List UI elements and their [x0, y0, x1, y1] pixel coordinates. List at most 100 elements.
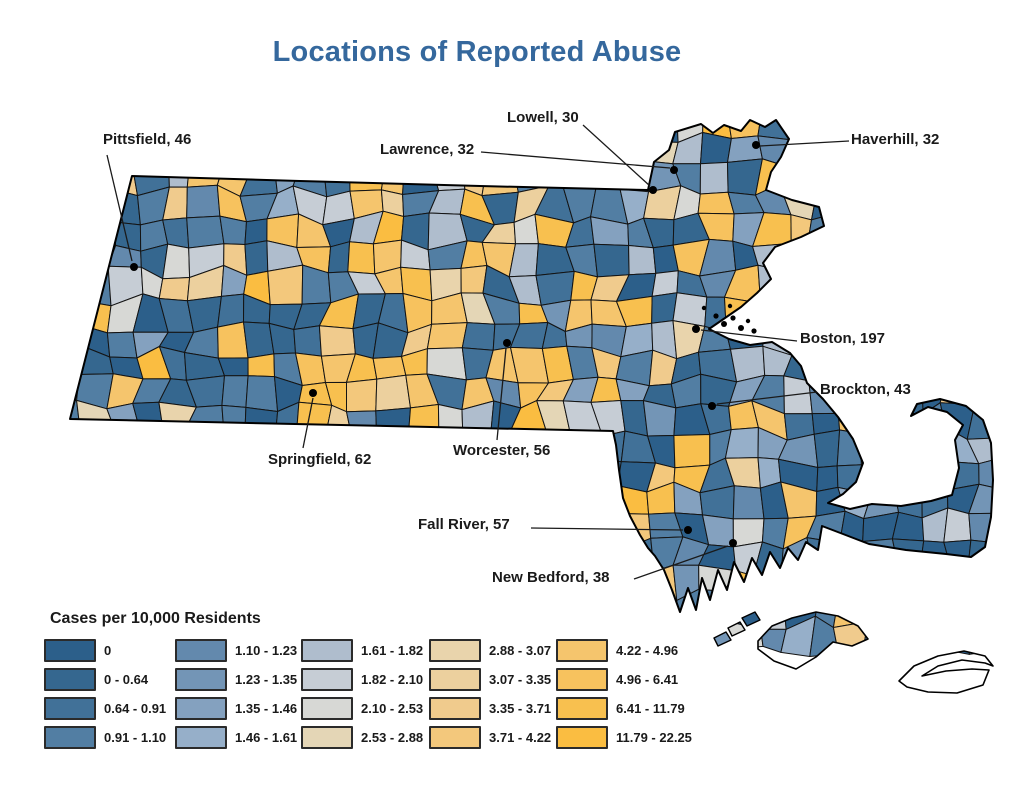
- map-cell: [70, 431, 82, 465]
- map-cell: [948, 183, 979, 225]
- map-cell: [244, 218, 268, 245]
- map-cell: [79, 431, 118, 465]
- map-cell: [271, 537, 306, 575]
- boston-harbor-islands: [701, 303, 757, 334]
- leader-line-newbedford: [633, 545, 729, 580]
- city-label-springfield: Springfield, 62: [268, 451, 372, 468]
- map-cell: [943, 507, 972, 543]
- map-cell: [700, 132, 732, 165]
- map-cell: [322, 157, 351, 198]
- map-cell: [70, 481, 83, 522]
- map-cell: [967, 539, 993, 574]
- map-cell: [805, 267, 838, 307]
- map-cell: [78, 544, 106, 572]
- map-cell: [428, 536, 465, 575]
- map-cell: [789, 239, 809, 280]
- map-cell: [915, 273, 953, 306]
- map-cell: [348, 489, 386, 518]
- map-cell: [511, 485, 545, 514]
- legend-range-label: 0: [104, 643, 112, 658]
- map-cell: [212, 514, 246, 543]
- map-cell: [383, 120, 413, 145]
- map-cell: [860, 457, 894, 495]
- map-cell: [569, 514, 595, 542]
- map-cell: [104, 489, 141, 518]
- map-cell: [887, 616, 927, 654]
- map-cell: [950, 568, 972, 603]
- legend-item: 4.22 - 4.96: [556, 636, 694, 665]
- leader-line-haverhill: [759, 140, 850, 147]
- map-cell: [270, 510, 306, 541]
- map-cell: [158, 487, 193, 517]
- map-cell: [189, 120, 219, 144]
- map-cell: [1000, 457, 1024, 490]
- leader-line-springfield: [302, 397, 314, 449]
- map-cell: [294, 537, 324, 575]
- map-cell: [947, 273, 974, 306]
- map-cell: [967, 247, 993, 275]
- map-cell: [832, 621, 869, 655]
- map-cell: [1000, 404, 1026, 437]
- legend-item: 11.79 - 22.25: [556, 723, 694, 752]
- map-cell: [431, 120, 459, 144]
- legend-range-label: 3.07 - 3.35: [489, 672, 552, 687]
- map-cell: [78, 568, 112, 597]
- map-cell: [834, 213, 869, 253]
- map-cell: [214, 562, 253, 602]
- map-cell: [131, 539, 168, 575]
- map-cell: [271, 572, 296, 603]
- legend-swatch: [301, 639, 353, 662]
- legend-item: 2.53 - 2.88: [301, 723, 429, 752]
- map-cell: [212, 488, 246, 519]
- map-cell: [914, 183, 954, 219]
- map-cell: [239, 168, 278, 197]
- map-cell: [481, 484, 516, 519]
- map-cell: [966, 403, 993, 440]
- map-cell: [271, 130, 304, 171]
- map-cell: [319, 490, 357, 518]
- map-cell: [318, 325, 356, 357]
- map-cell: [347, 241, 376, 275]
- city-label-boston: Boston, 197: [800, 330, 886, 347]
- map-cell: [245, 375, 279, 412]
- city-dot-boston: [692, 325, 700, 333]
- map-cell: [999, 513, 1026, 544]
- map-cell: [998, 113, 1026, 140]
- map-cell: [996, 301, 1023, 332]
- city-label-haverhill: Haverhill, 32: [851, 131, 940, 148]
- map-cell: [995, 185, 1026, 219]
- map-cell: [567, 428, 603, 461]
- map-cell: [380, 460, 413, 491]
- map-cell: [1000, 435, 1026, 458]
- map-cell: [247, 353, 275, 378]
- leader-line-worcester: [496, 347, 507, 441]
- map-cell: [947, 244, 982, 279]
- map-cell: [996, 320, 1026, 355]
- map-cell: [997, 355, 1026, 381]
- map-cell: [997, 566, 1026, 601]
- city-label-brockton: Brockton, 43: [820, 381, 911, 398]
- map-cell: [187, 536, 223, 574]
- map-cell: [858, 243, 900, 274]
- map-cell: [760, 301, 785, 329]
- map-cell: [537, 509, 577, 540]
- map-cell: [164, 537, 194, 575]
- map-cell: [732, 485, 765, 520]
- map-cell: [924, 625, 947, 654]
- map-cell: [625, 537, 655, 572]
- map-cell: [859, 191, 898, 219]
- map-cell: [70, 120, 86, 137]
- map-cell: [437, 404, 464, 441]
- map-cell: [241, 562, 278, 603]
- legend-swatch: [556, 668, 608, 691]
- leader-line-lowell: [582, 124, 651, 187]
- map-cell: [859, 156, 898, 195]
- map-cell: [70, 133, 88, 168]
- map-cell: [376, 438, 409, 467]
- legend-swatch: [429, 697, 481, 720]
- map-cell: [349, 157, 387, 192]
- map-cell: [70, 537, 89, 573]
- map-cell: [296, 401, 333, 436]
- map-cell: [245, 120, 273, 145]
- map-cell: [727, 135, 763, 163]
